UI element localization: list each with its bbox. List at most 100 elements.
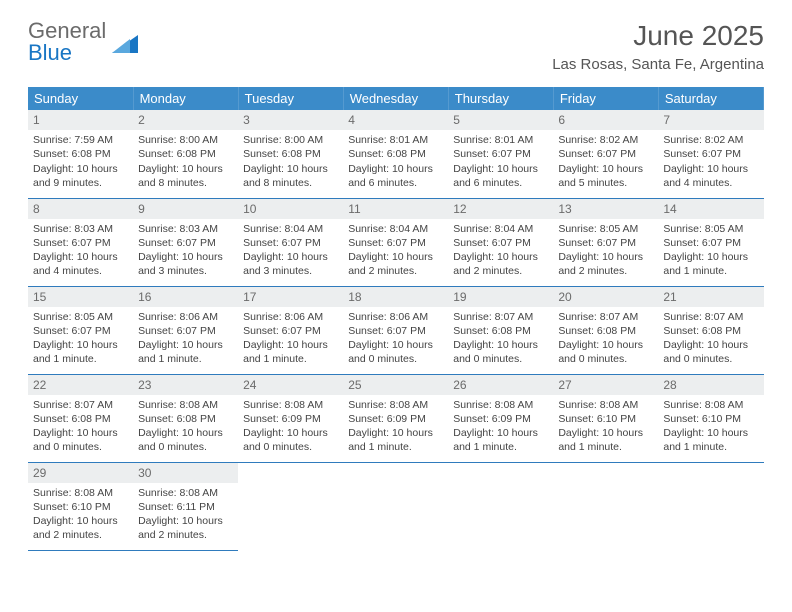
day-body: Sunrise: 8:02 AMSunset: 6:07 PMDaylight:… (553, 132, 658, 193)
sunrise-line: Sunrise: 8:08 AM (663, 398, 758, 412)
sunset-line: Sunset: 6:07 PM (348, 324, 443, 338)
sunset-line: Sunset: 6:11 PM (138, 500, 233, 514)
calendar-cell: 8Sunrise: 8:03 AMSunset: 6:07 PMDaylight… (28, 198, 133, 286)
calendar-week-row: 22Sunrise: 8:07 AMSunset: 6:08 PMDayligh… (28, 374, 764, 462)
day-number: 24 (238, 375, 343, 395)
day-body: Sunrise: 7:59 AMSunset: 6:08 PMDaylight:… (28, 132, 133, 193)
day-number: 20 (553, 287, 658, 307)
sunrise-line: Sunrise: 8:08 AM (33, 486, 128, 500)
sunrise-line: Sunrise: 8:08 AM (138, 398, 233, 412)
sunrise-line: Sunrise: 8:01 AM (348, 133, 443, 147)
sunset-line: Sunset: 6:07 PM (453, 147, 548, 161)
day-body: Sunrise: 8:08 AMSunset: 6:11 PMDaylight:… (133, 485, 238, 546)
day-number: 5 (448, 110, 553, 130)
day-number: 8 (28, 199, 133, 219)
day-number: 4 (343, 110, 448, 130)
calendar-cell: 12Sunrise: 8:04 AMSunset: 6:07 PMDayligh… (448, 198, 553, 286)
sunset-line: Sunset: 6:08 PM (453, 324, 548, 338)
calendar-cell: 22Sunrise: 8:07 AMSunset: 6:08 PMDayligh… (28, 374, 133, 462)
sunset-line: Sunset: 6:07 PM (453, 236, 548, 250)
calendar-body: 1Sunrise: 7:59 AMSunset: 6:08 PMDaylight… (28, 110, 764, 550)
sunset-line: Sunset: 6:07 PM (558, 147, 653, 161)
triangle-icon (112, 31, 138, 53)
daylight-line: Daylight: 10 hours and 3 minutes. (243, 250, 338, 278)
day-number: 26 (448, 375, 553, 395)
weekday-header: Tuesday (238, 87, 343, 110)
weekday-header: Monday (133, 87, 238, 110)
day-number: 27 (553, 375, 658, 395)
sunset-line: Sunset: 6:09 PM (348, 412, 443, 426)
calendar-cell: 3Sunrise: 8:00 AMSunset: 6:08 PMDaylight… (238, 110, 343, 198)
day-body: Sunrise: 8:07 AMSunset: 6:08 PMDaylight:… (658, 309, 763, 370)
sunset-line: Sunset: 6:09 PM (453, 412, 548, 426)
daylight-line: Daylight: 10 hours and 5 minutes. (558, 162, 653, 190)
calendar-cell: 20Sunrise: 8:07 AMSunset: 6:08 PMDayligh… (553, 286, 658, 374)
daylight-line: Daylight: 10 hours and 0 minutes. (663, 338, 758, 366)
sunrise-line: Sunrise: 8:06 AM (243, 310, 338, 324)
sunset-line: Sunset: 6:07 PM (138, 324, 233, 338)
day-body: Sunrise: 8:04 AMSunset: 6:07 PMDaylight:… (448, 221, 553, 282)
calendar-cell: 2Sunrise: 8:00 AMSunset: 6:08 PMDaylight… (133, 110, 238, 198)
daylight-line: Daylight: 10 hours and 1 minute. (663, 426, 758, 454)
sunrise-line: Sunrise: 8:06 AM (138, 310, 233, 324)
calendar-table: Sunday Monday Tuesday Wednesday Thursday… (28, 87, 764, 551)
calendar-cell: 27Sunrise: 8:08 AMSunset: 6:10 PMDayligh… (553, 374, 658, 462)
daylight-line: Daylight: 10 hours and 1 minute. (348, 426, 443, 454)
sunrise-line: Sunrise: 8:07 AM (663, 310, 758, 324)
sunrise-line: Sunrise: 8:08 AM (138, 486, 233, 500)
calendar-week-row: 1Sunrise: 7:59 AMSunset: 6:08 PMDaylight… (28, 110, 764, 198)
day-number: 7 (658, 110, 763, 130)
day-body: Sunrise: 8:01 AMSunset: 6:08 PMDaylight:… (343, 132, 448, 193)
day-body: Sunrise: 8:07 AMSunset: 6:08 PMDaylight:… (448, 309, 553, 370)
daylight-line: Daylight: 10 hours and 0 minutes. (138, 426, 233, 454)
sunrise-line: Sunrise: 8:05 AM (33, 310, 128, 324)
daylight-line: Daylight: 10 hours and 1 minute. (663, 250, 758, 278)
calendar-week-row: 15Sunrise: 8:05 AMSunset: 6:07 PMDayligh… (28, 286, 764, 374)
calendar-cell: 4Sunrise: 8:01 AMSunset: 6:08 PMDaylight… (343, 110, 448, 198)
sunset-line: Sunset: 6:07 PM (558, 236, 653, 250)
day-number: 10 (238, 199, 343, 219)
day-body: Sunrise: 8:01 AMSunset: 6:07 PMDaylight:… (448, 132, 553, 193)
month-title: June 2025 (552, 20, 764, 52)
sunrise-line: Sunrise: 8:04 AM (243, 222, 338, 236)
calendar-cell: 7Sunrise: 8:02 AMSunset: 6:07 PMDaylight… (658, 110, 763, 198)
sunrise-line: Sunrise: 7:59 AM (33, 133, 128, 147)
day-number: 25 (343, 375, 448, 395)
day-body: Sunrise: 8:08 AMSunset: 6:10 PMDaylight:… (658, 397, 763, 458)
calendar-cell: 1Sunrise: 7:59 AMSunset: 6:08 PMDaylight… (28, 110, 133, 198)
calendar-cell: 17Sunrise: 8:06 AMSunset: 6:07 PMDayligh… (238, 286, 343, 374)
sunset-line: Sunset: 6:07 PM (33, 324, 128, 338)
daylight-line: Daylight: 10 hours and 2 minutes. (33, 514, 128, 542)
day-number: 2 (133, 110, 238, 130)
calendar-week-row: 29Sunrise: 8:08 AMSunset: 6:10 PMDayligh… (28, 462, 764, 550)
sunrise-line: Sunrise: 8:06 AM (348, 310, 443, 324)
weekday-header: Wednesday (343, 87, 448, 110)
sunset-line: Sunset: 6:07 PM (243, 236, 338, 250)
day-body: Sunrise: 8:07 AMSunset: 6:08 PMDaylight:… (28, 397, 133, 458)
daylight-line: Daylight: 10 hours and 3 minutes. (138, 250, 233, 278)
daylight-line: Daylight: 10 hours and 4 minutes. (33, 250, 128, 278)
sunset-line: Sunset: 6:07 PM (663, 236, 758, 250)
daylight-line: Daylight: 10 hours and 1 minute. (33, 338, 128, 366)
day-number: 18 (343, 287, 448, 307)
daylight-line: Daylight: 10 hours and 0 minutes. (558, 338, 653, 366)
weekday-header: Sunday (28, 87, 133, 110)
calendar-cell: 10 Sunrise: 8:04 AMSunset: 6:07 PMDayligh… (238, 198, 343, 286)
sunrise-line: Sunrise: 8:01 AM (453, 133, 548, 147)
day-number: 19 (448, 287, 553, 307)
calendar-cell: 25Sunrise: 8:08 AMSunset: 6:09 PMDayligh… (343, 374, 448, 462)
day-number: 29 (28, 463, 133, 483)
header: General Blue June 2025 Las Rosas, Santa … (28, 20, 764, 73)
calendar-cell (448, 462, 553, 550)
day-number: 21 (658, 287, 763, 307)
calendar-cell (553, 462, 658, 550)
calendar-cell: 6Sunrise: 8:02 AMSunset: 6:07 PMDaylight… (553, 110, 658, 198)
day-number: 6 (553, 110, 658, 130)
day-body: Sunrise: 8:03 AMSunset: 6:07 PMDaylight:… (133, 221, 238, 282)
day-number: 16 (133, 287, 238, 307)
day-body: Sunrise: 8:06 AMSunset: 6:07 PMDaylight:… (133, 309, 238, 370)
sunset-line: Sunset: 6:10 PM (558, 412, 653, 426)
sunset-line: Sunset: 6:07 PM (348, 236, 443, 250)
daylight-line: Daylight: 10 hours and 2 minutes. (138, 514, 233, 542)
day-number: 17 (238, 287, 343, 307)
